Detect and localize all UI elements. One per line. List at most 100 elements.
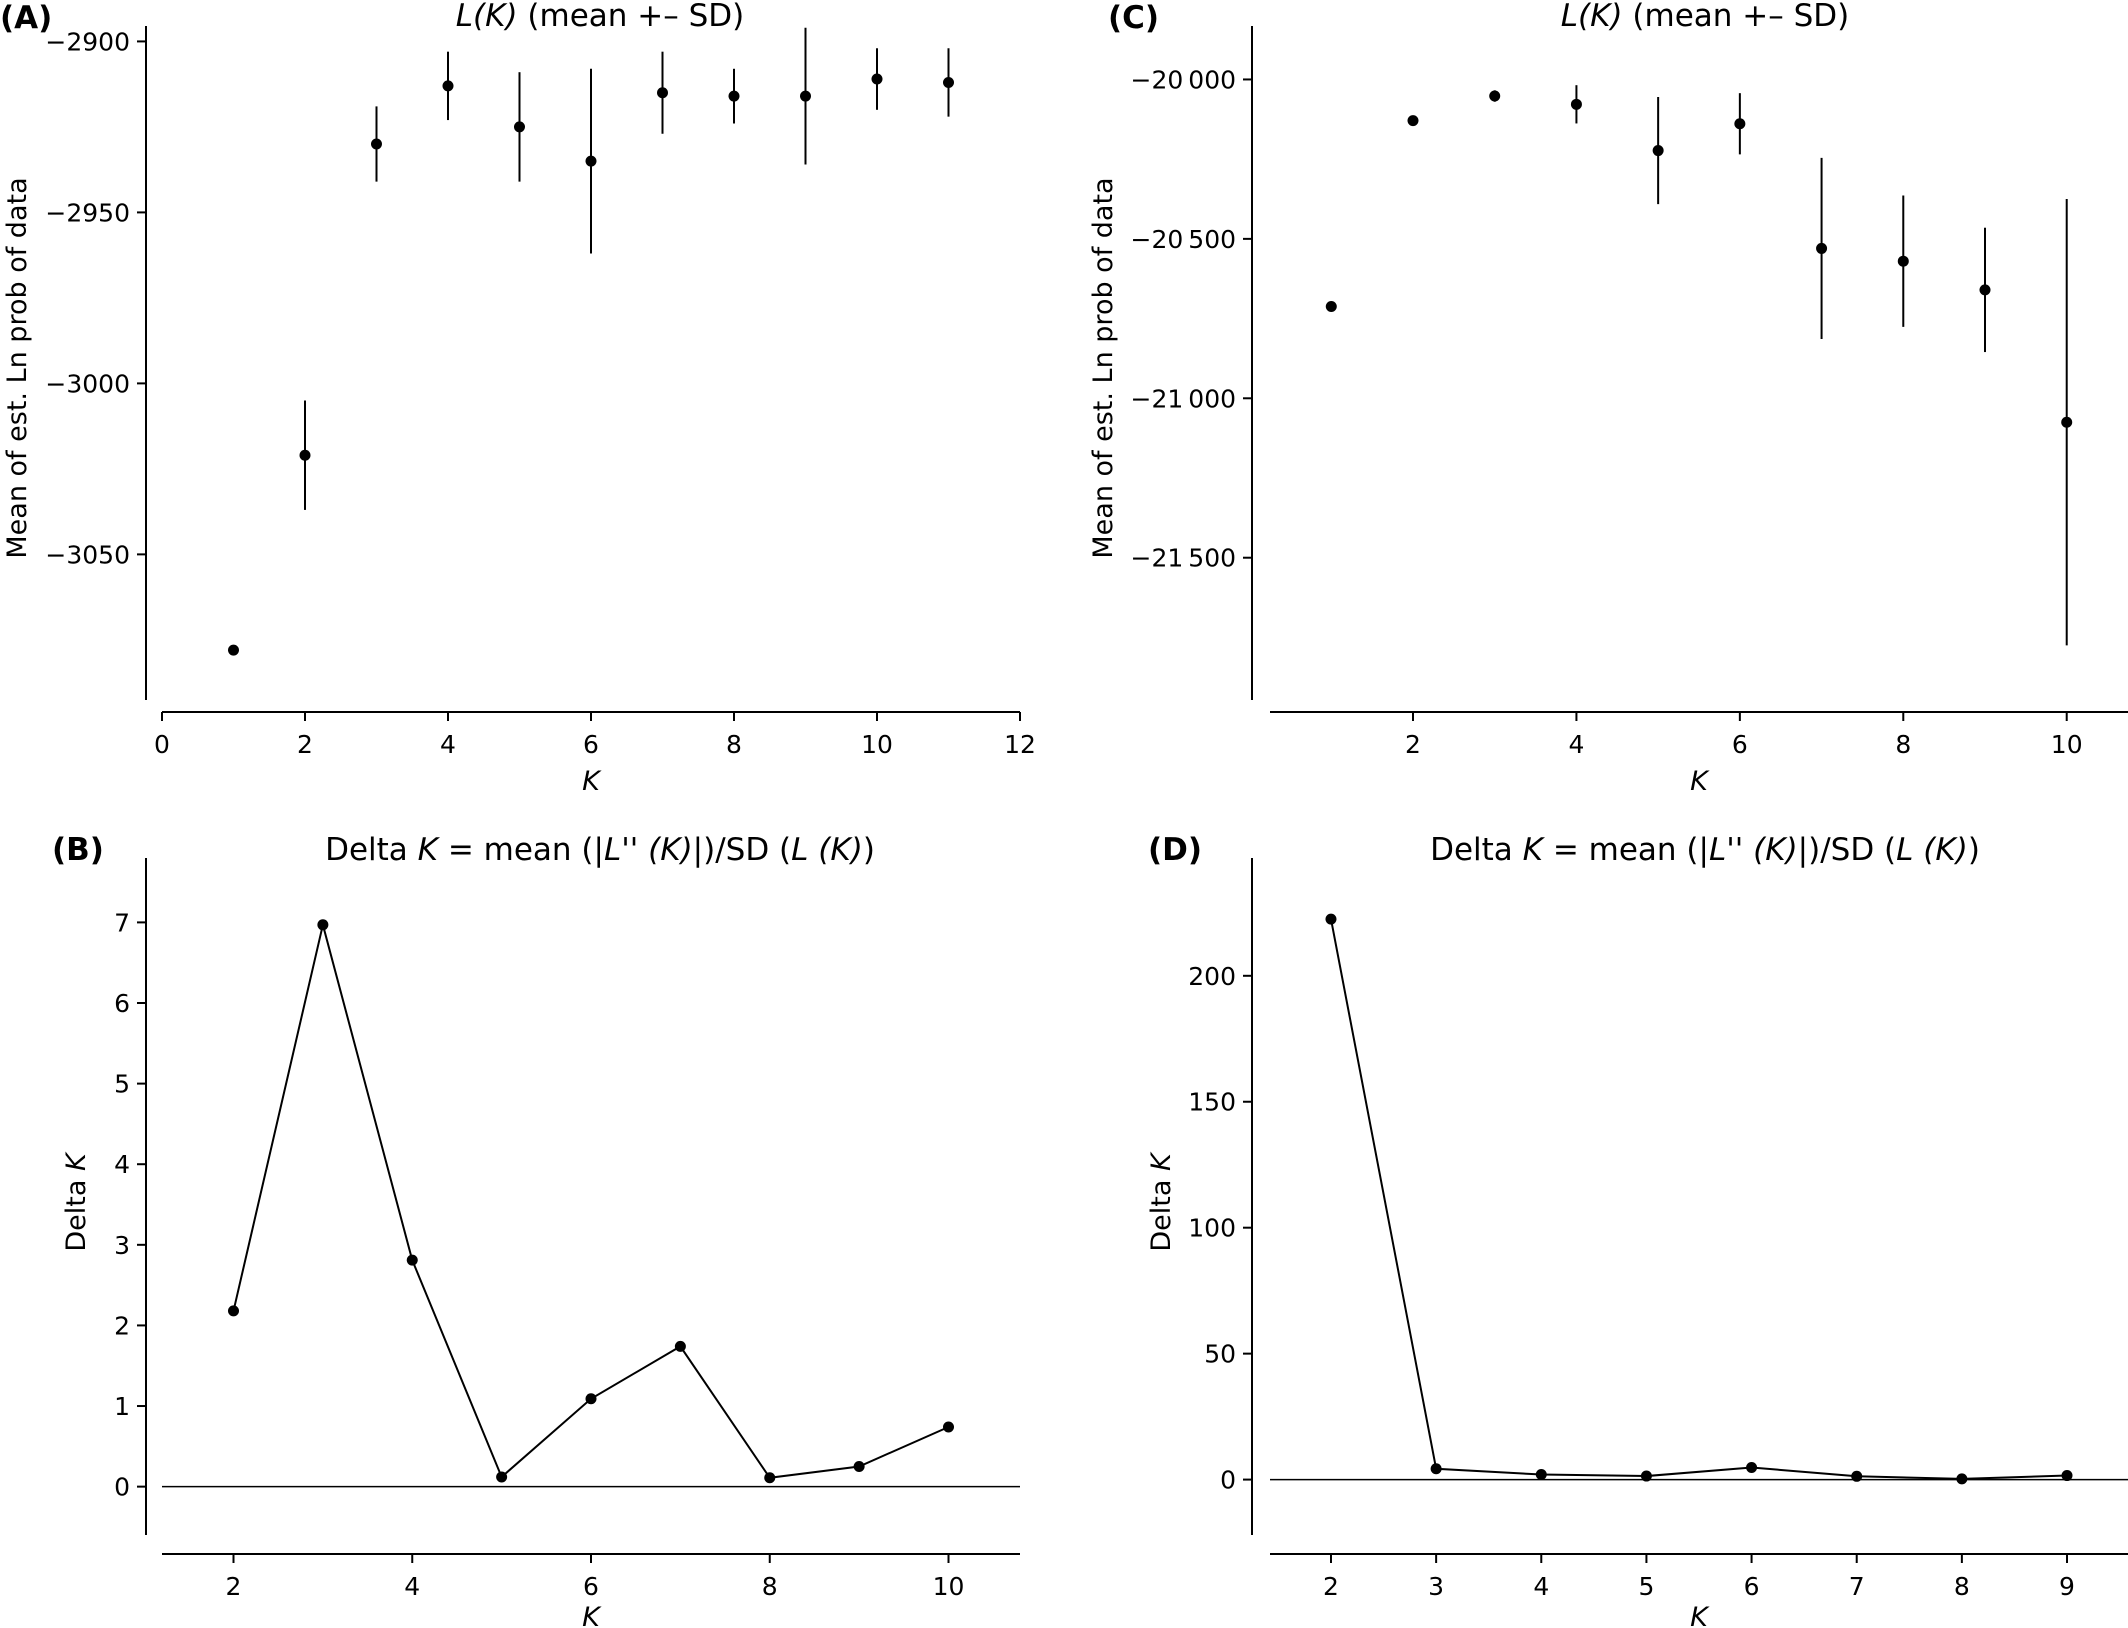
panel-d: (D) Delta K = mean (|L'' (K)|)/SD (L (K))… bbox=[1146, 832, 2128, 1628]
x-tick-label: 2 bbox=[1405, 730, 1421, 759]
x-tick-label: 6 bbox=[1732, 730, 1748, 759]
x-tick-label: 4 bbox=[1533, 1572, 1549, 1601]
panel-c: (C) L(K) (mean +– SD) 2 4 6 8 10 −20 000 −20 500… bbox=[1088, 0, 2128, 797]
y-axis-label: Mean of est. Ln prob of data bbox=[1088, 177, 1119, 558]
data-point bbox=[800, 90, 811, 102]
data-point bbox=[406, 1254, 418, 1266]
y-tick-label: 200 bbox=[1188, 962, 1236, 991]
y-tick-label: −3050 bbox=[45, 540, 130, 569]
data-point bbox=[943, 76, 954, 88]
title-italic-2: L'' (K) bbox=[604, 832, 693, 868]
y-tick-label: 5 bbox=[114, 1070, 130, 1099]
data-point bbox=[317, 919, 329, 931]
data-point bbox=[871, 73, 883, 85]
data-point bbox=[674, 1340, 686, 1352]
data-point bbox=[371, 138, 382, 150]
series-line bbox=[1330, 918, 2068, 1480]
data-point bbox=[853, 1460, 865, 1472]
data-point bbox=[1640, 1470, 1652, 1482]
y-axis-label-text: Delta bbox=[61, 1171, 92, 1252]
x-tick-label: 8 bbox=[726, 730, 742, 759]
y-tick-label: 150 bbox=[1188, 1088, 1236, 1117]
data-point bbox=[764, 1472, 776, 1484]
x-tick-label: 10 bbox=[861, 730, 893, 759]
data-point bbox=[1746, 1461, 1758, 1473]
title-italic-1: L(K) bbox=[456, 0, 518, 34]
data-point bbox=[1851, 1470, 1863, 1482]
data-point bbox=[1979, 284, 1991, 296]
x-axis-label: K bbox=[1690, 1602, 1710, 1628]
title-suffix-c: ) bbox=[863, 832, 875, 868]
x-axis-label: K bbox=[582, 1602, 602, 1628]
title-middle: (mean +– SD) bbox=[1623, 0, 1850, 34]
x-tick-label: 8 bbox=[1895, 730, 1911, 759]
data-point bbox=[1489, 90, 1501, 102]
data-point bbox=[299, 449, 311, 461]
data-point bbox=[1652, 145, 1664, 157]
y-axis-label: Delta K bbox=[61, 1151, 92, 1252]
panel-label: (C) bbox=[1108, 0, 1159, 36]
y-tick-label: 50 bbox=[1204, 1340, 1236, 1369]
title-suffix-a: |)/SD ( bbox=[1798, 832, 1896, 868]
panel-b: (B) Delta K = mean (|L'' (K)|)/SD (L (K))… bbox=[52, 832, 1020, 1628]
chart-title: Delta K = mean (|L'' (K)|)/SD (L (K)) bbox=[325, 832, 875, 868]
x-tick-label: 9 bbox=[2059, 1572, 2075, 1601]
x-tick-label: 12 bbox=[1004, 730, 1036, 759]
y-axis-label-text: Delta bbox=[1146, 1171, 1177, 1252]
x-tick-label: 3 bbox=[1428, 1572, 1444, 1601]
x-tick-label: 0 bbox=[154, 730, 170, 759]
y-tick-label: 4 bbox=[114, 1150, 130, 1179]
chart-title: L(K) (mean +– SD) bbox=[1561, 0, 1849, 34]
x-tick-label: 2 bbox=[1323, 1572, 1339, 1601]
x-tick-label: 7 bbox=[1849, 1572, 1865, 1601]
title-italic-1: K bbox=[418, 832, 441, 868]
title-suffix-c: ) bbox=[1968, 832, 1980, 868]
x-tick-label: 8 bbox=[762, 1572, 778, 1601]
data-point bbox=[585, 1393, 597, 1405]
x-tick-label: 2 bbox=[226, 1572, 242, 1601]
y-tick-label: −2950 bbox=[45, 198, 130, 227]
y-tick-label: 100 bbox=[1188, 1214, 1236, 1243]
y-tick-label: 0 bbox=[114, 1473, 130, 1502]
y-tick-label: 1 bbox=[114, 1392, 130, 1421]
title-italic-1: L(K) bbox=[1561, 0, 1623, 34]
data-point bbox=[1816, 242, 1828, 254]
data-point bbox=[1535, 1469, 1547, 1481]
data-point bbox=[442, 80, 454, 92]
y-tick-label: −2900 bbox=[45, 27, 130, 56]
data-point bbox=[496, 1471, 508, 1483]
x-tick-label: 4 bbox=[404, 1572, 420, 1601]
x-tick-label: 6 bbox=[1744, 1572, 1760, 1601]
chart-title: L(K) (mean +– SD) bbox=[456, 0, 744, 34]
x-axis-label: K bbox=[582, 766, 602, 797]
title-suffix-b: L (K) bbox=[791, 832, 863, 868]
x-tick-label: 6 bbox=[583, 730, 599, 759]
y-tick-label: 0 bbox=[1220, 1466, 1236, 1495]
data-point bbox=[1956, 1473, 1968, 1485]
data-point bbox=[1897, 255, 1909, 267]
x-tick-label: 6 bbox=[583, 1572, 599, 1601]
title-italic-2: L'' (K) bbox=[1709, 832, 1798, 868]
data-point bbox=[228, 644, 239, 656]
data-point bbox=[1430, 1463, 1442, 1475]
x-axis-label: K bbox=[1690, 766, 1710, 797]
y-tick-label: 6 bbox=[114, 989, 130, 1018]
y-axis-label: Mean of est. Ln prob of data bbox=[2, 177, 33, 558]
data-point bbox=[1407, 115, 1419, 127]
data-point bbox=[514, 121, 525, 133]
y-axis-label: Delta K bbox=[1146, 1151, 1177, 1252]
data-point bbox=[1570, 98, 1582, 110]
title-middle: = mean (| bbox=[438, 832, 604, 868]
x-tick-label: 4 bbox=[1568, 730, 1584, 759]
title-suffix: |)/SD (L (K)) bbox=[693, 832, 875, 868]
x-tick-label: 5 bbox=[1638, 1572, 1654, 1601]
y-axis-label-italic: K bbox=[61, 1151, 92, 1171]
data-point bbox=[585, 155, 597, 167]
y-tick-label: 7 bbox=[114, 908, 130, 937]
y-tick-label: −20 000 bbox=[1131, 65, 1236, 94]
panel-a: (A) L(K) (mean +– SD) 0 2 4 6 8 10 12 −2900 −2950 −… bbox=[0, 0, 1036, 797]
title-middle: = mean (| bbox=[1543, 832, 1709, 868]
data-point bbox=[1325, 300, 1337, 312]
data-point bbox=[657, 87, 668, 99]
panel-label: (A) bbox=[0, 0, 52, 36]
